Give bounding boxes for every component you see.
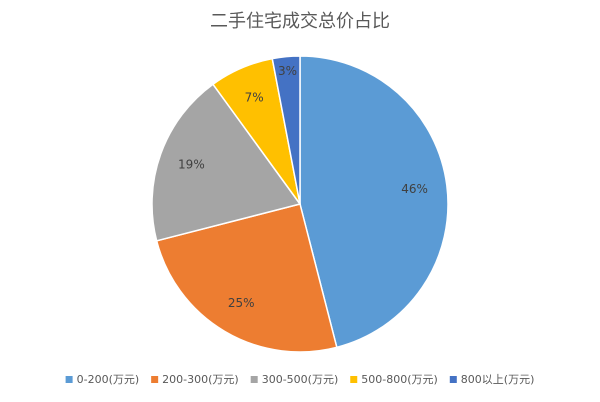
legend-swatch <box>449 376 457 383</box>
legend-label: 800以上(万元) <box>461 373 535 386</box>
legend-swatch <box>250 376 258 383</box>
data-label: 7% <box>245 91 264 105</box>
data-label: 46% <box>401 182 428 196</box>
pie-slice <box>151 83 302 242</box>
data-label: 25% <box>228 296 255 310</box>
legend-label: 300-500(万元) <box>262 373 339 386</box>
pie-slice <box>299 55 449 349</box>
legend-swatch <box>350 376 358 383</box>
pie-slice <box>155 203 338 353</box>
legend-swatch <box>65 376 73 383</box>
pie-slice <box>271 55 301 205</box>
chart-title: 二手住宅成交总价占比 <box>210 11 390 32</box>
data-label: 3% <box>278 64 297 78</box>
legend-label: 200-300(万元) <box>162 373 239 386</box>
legend-label: 0-200(万元) <box>77 373 140 386</box>
legend-swatch <box>151 376 159 383</box>
legend-label: 500-800(万元) <box>361 373 438 386</box>
data-label: 19% <box>178 157 205 171</box>
